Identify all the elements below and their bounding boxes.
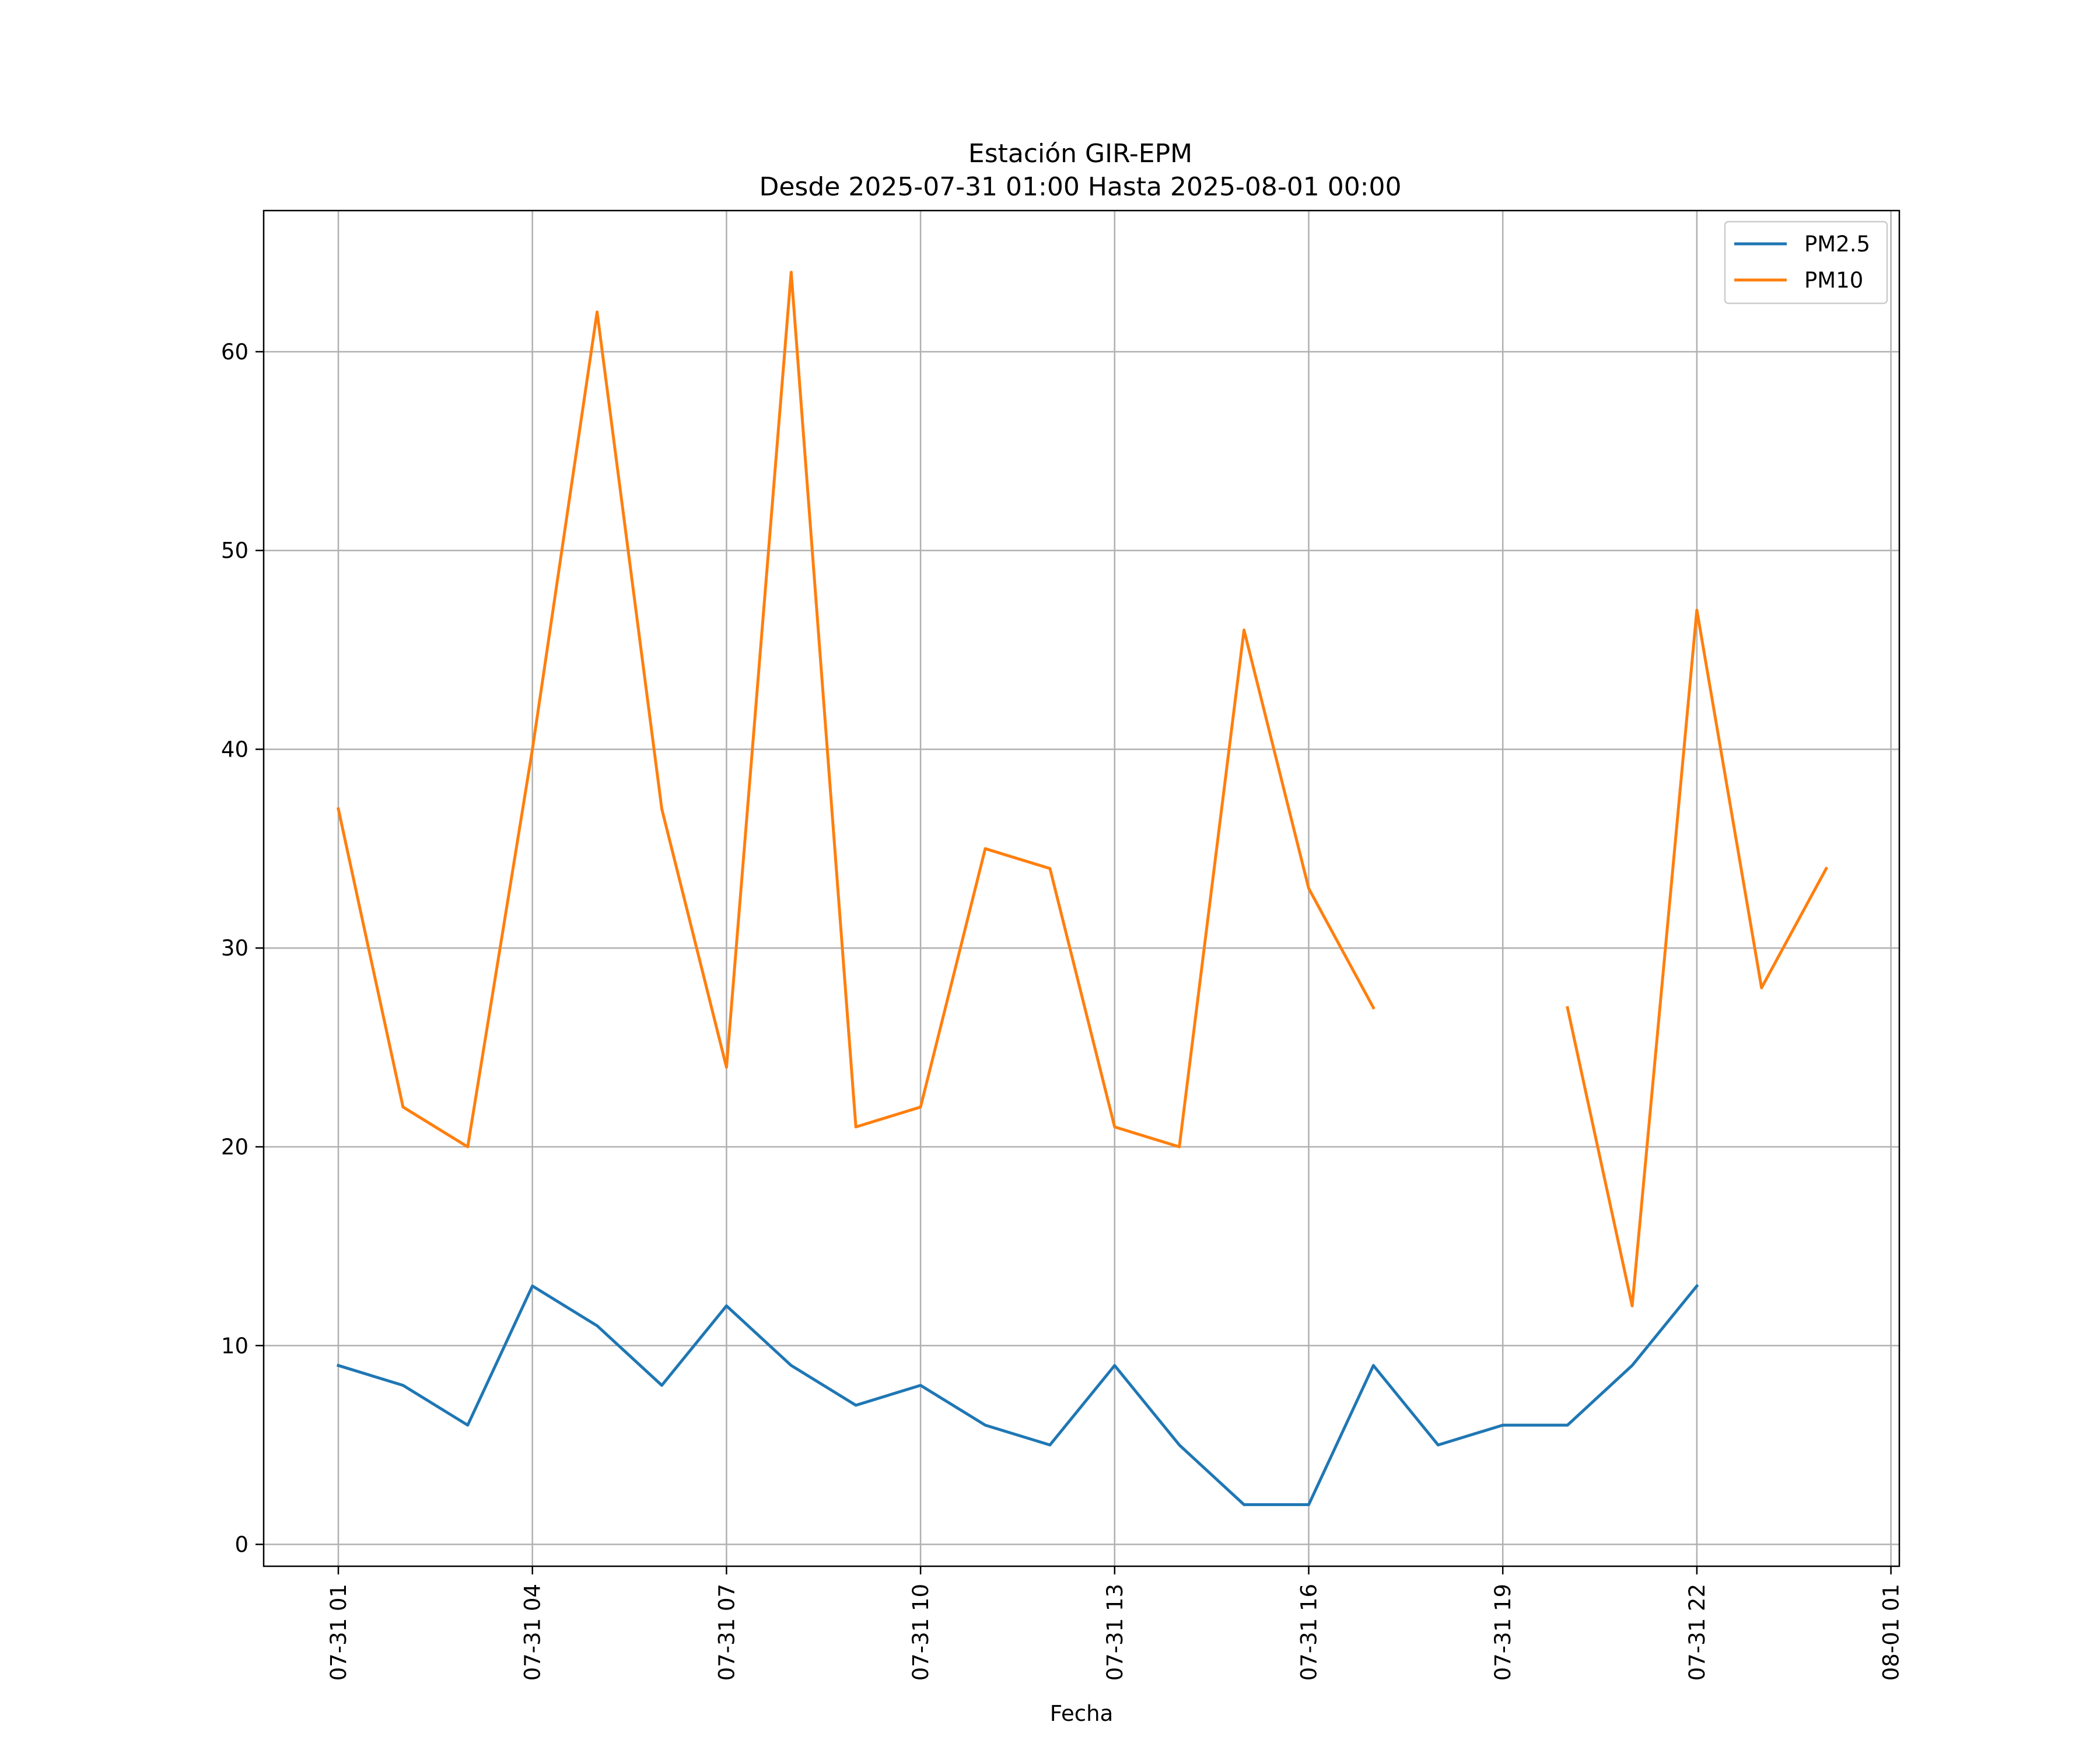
x-tick-label: 07-31 04 [520, 1584, 545, 1681]
series-pm10 [337, 271, 1829, 1308]
series-line-pm10 [1566, 608, 1829, 1308]
y-tick-label: 40 [221, 737, 249, 762]
plot-frame [262, 209, 1901, 1567]
x-tick-label: 07-31 10 [908, 1584, 933, 1681]
series-line-pm25 [336, 1283, 1699, 1506]
legend-label-pm10: PM10 [1804, 268, 1863, 293]
y-tick-label: 0 [235, 1532, 249, 1558]
legend-box [1724, 220, 1888, 304]
series-pm25 [336, 1283, 1699, 1506]
x-tick-label: 07-31 22 [1685, 1584, 1710, 1681]
chart-subtitle: Desde 2025-07-31 01:00 Hasta 2025-08-01 … [759, 172, 1401, 202]
y-tick-label: 60 [221, 340, 249, 365]
x-tick-label: 07-31 13 [1102, 1584, 1128, 1681]
series-lines [336, 271, 1829, 1506]
gridlines [264, 211, 1899, 1566]
y-tick-label: 10 [221, 1334, 249, 1359]
x-axis-label: Fecha [1050, 1701, 1114, 1726]
x-tick-label: 08-01 01 [1879, 1584, 1904, 1681]
y-tick-label: 30 [221, 936, 249, 961]
axis-ticks: 07-31 01 07-31 04 07-31 07 07-31 10 07-31 13… [221, 340, 1904, 1681]
x-tick-label: 07-31 01 [326, 1584, 351, 1681]
x-tick-label: 07-31 19 [1490, 1584, 1516, 1681]
x-tick-label: 07-31 16 [1297, 1584, 1322, 1681]
legend: PM2.5 PM10 [1724, 220, 1888, 304]
y-tick-label: 50 [221, 538, 249, 564]
series-line-pm10 [337, 271, 1376, 1149]
x-tick-label: 07-31 07 [714, 1584, 739, 1681]
legend-label-pm25: PM2.5 [1804, 232, 1870, 257]
chart-title: Estación GIR-EPM [968, 139, 1192, 169]
y-tick-label: 20 [221, 1135, 249, 1160]
